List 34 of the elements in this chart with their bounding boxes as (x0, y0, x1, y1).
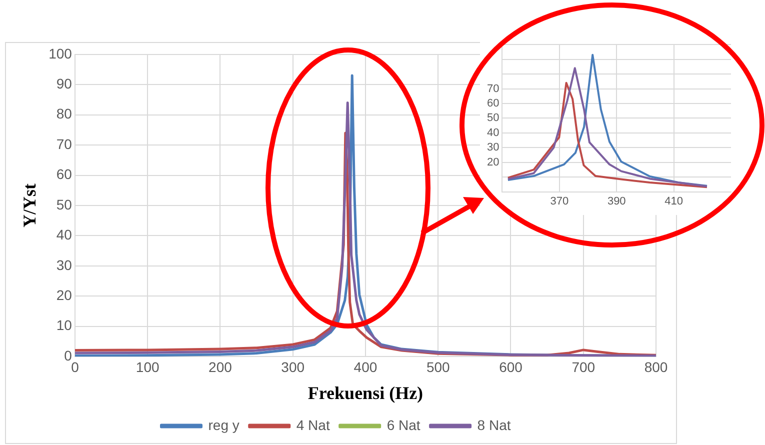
x-tick-label: 700 (572, 358, 596, 375)
y-tick-label: 90 (56, 75, 72, 92)
x-tick-label: 500 (426, 358, 450, 375)
y-tick-label: 40 (56, 226, 72, 243)
y-tick-label: 20 (56, 287, 72, 304)
y-tick-label: 50 (56, 196, 72, 212)
x-tick-label: 370 (550, 195, 569, 208)
legend-label: reg y (208, 416, 240, 433)
y-axis-title: Y/Yst (19, 183, 40, 228)
y-tick-label: 10 (56, 317, 72, 334)
x-tick-label: 800 (644, 358, 668, 375)
legend-label: 4 Nat (296, 416, 330, 433)
y-tick-label: 70 (56, 136, 72, 152)
y-tick-label: 20 (486, 156, 500, 168)
y-tick-label: 80 (56, 106, 72, 122)
legend-label: 8 Nat (477, 416, 511, 433)
y-tick-label: 60 (56, 166, 72, 182)
y-tick-label: 100 (48, 45, 72, 62)
y-tick-label: 70 (486, 82, 500, 95)
x-tick-label: 100 (136, 358, 160, 375)
x-axis-title: Frekuensi (Hz) (308, 382, 424, 403)
y-tick-label: 50 (486, 112, 500, 124)
x-tick-label: 200 (208, 358, 232, 375)
x-tick-label: 300 (281, 358, 305, 375)
x-tick-label: 410 (664, 195, 683, 208)
x-tick-label: 600 (499, 358, 523, 375)
y-tick-label: 60 (486, 98, 500, 110)
y-tick-label: 0 (64, 347, 72, 364)
legend-label: 6 Nat (386, 416, 420, 433)
x-tick-label: 400 (354, 358, 378, 375)
y-tick-label: 30 (56, 256, 72, 273)
y-tick-label: 40 (486, 126, 500, 139)
y-tick-label: 30 (486, 142, 500, 154)
x-tick-label: 390 (607, 195, 626, 208)
